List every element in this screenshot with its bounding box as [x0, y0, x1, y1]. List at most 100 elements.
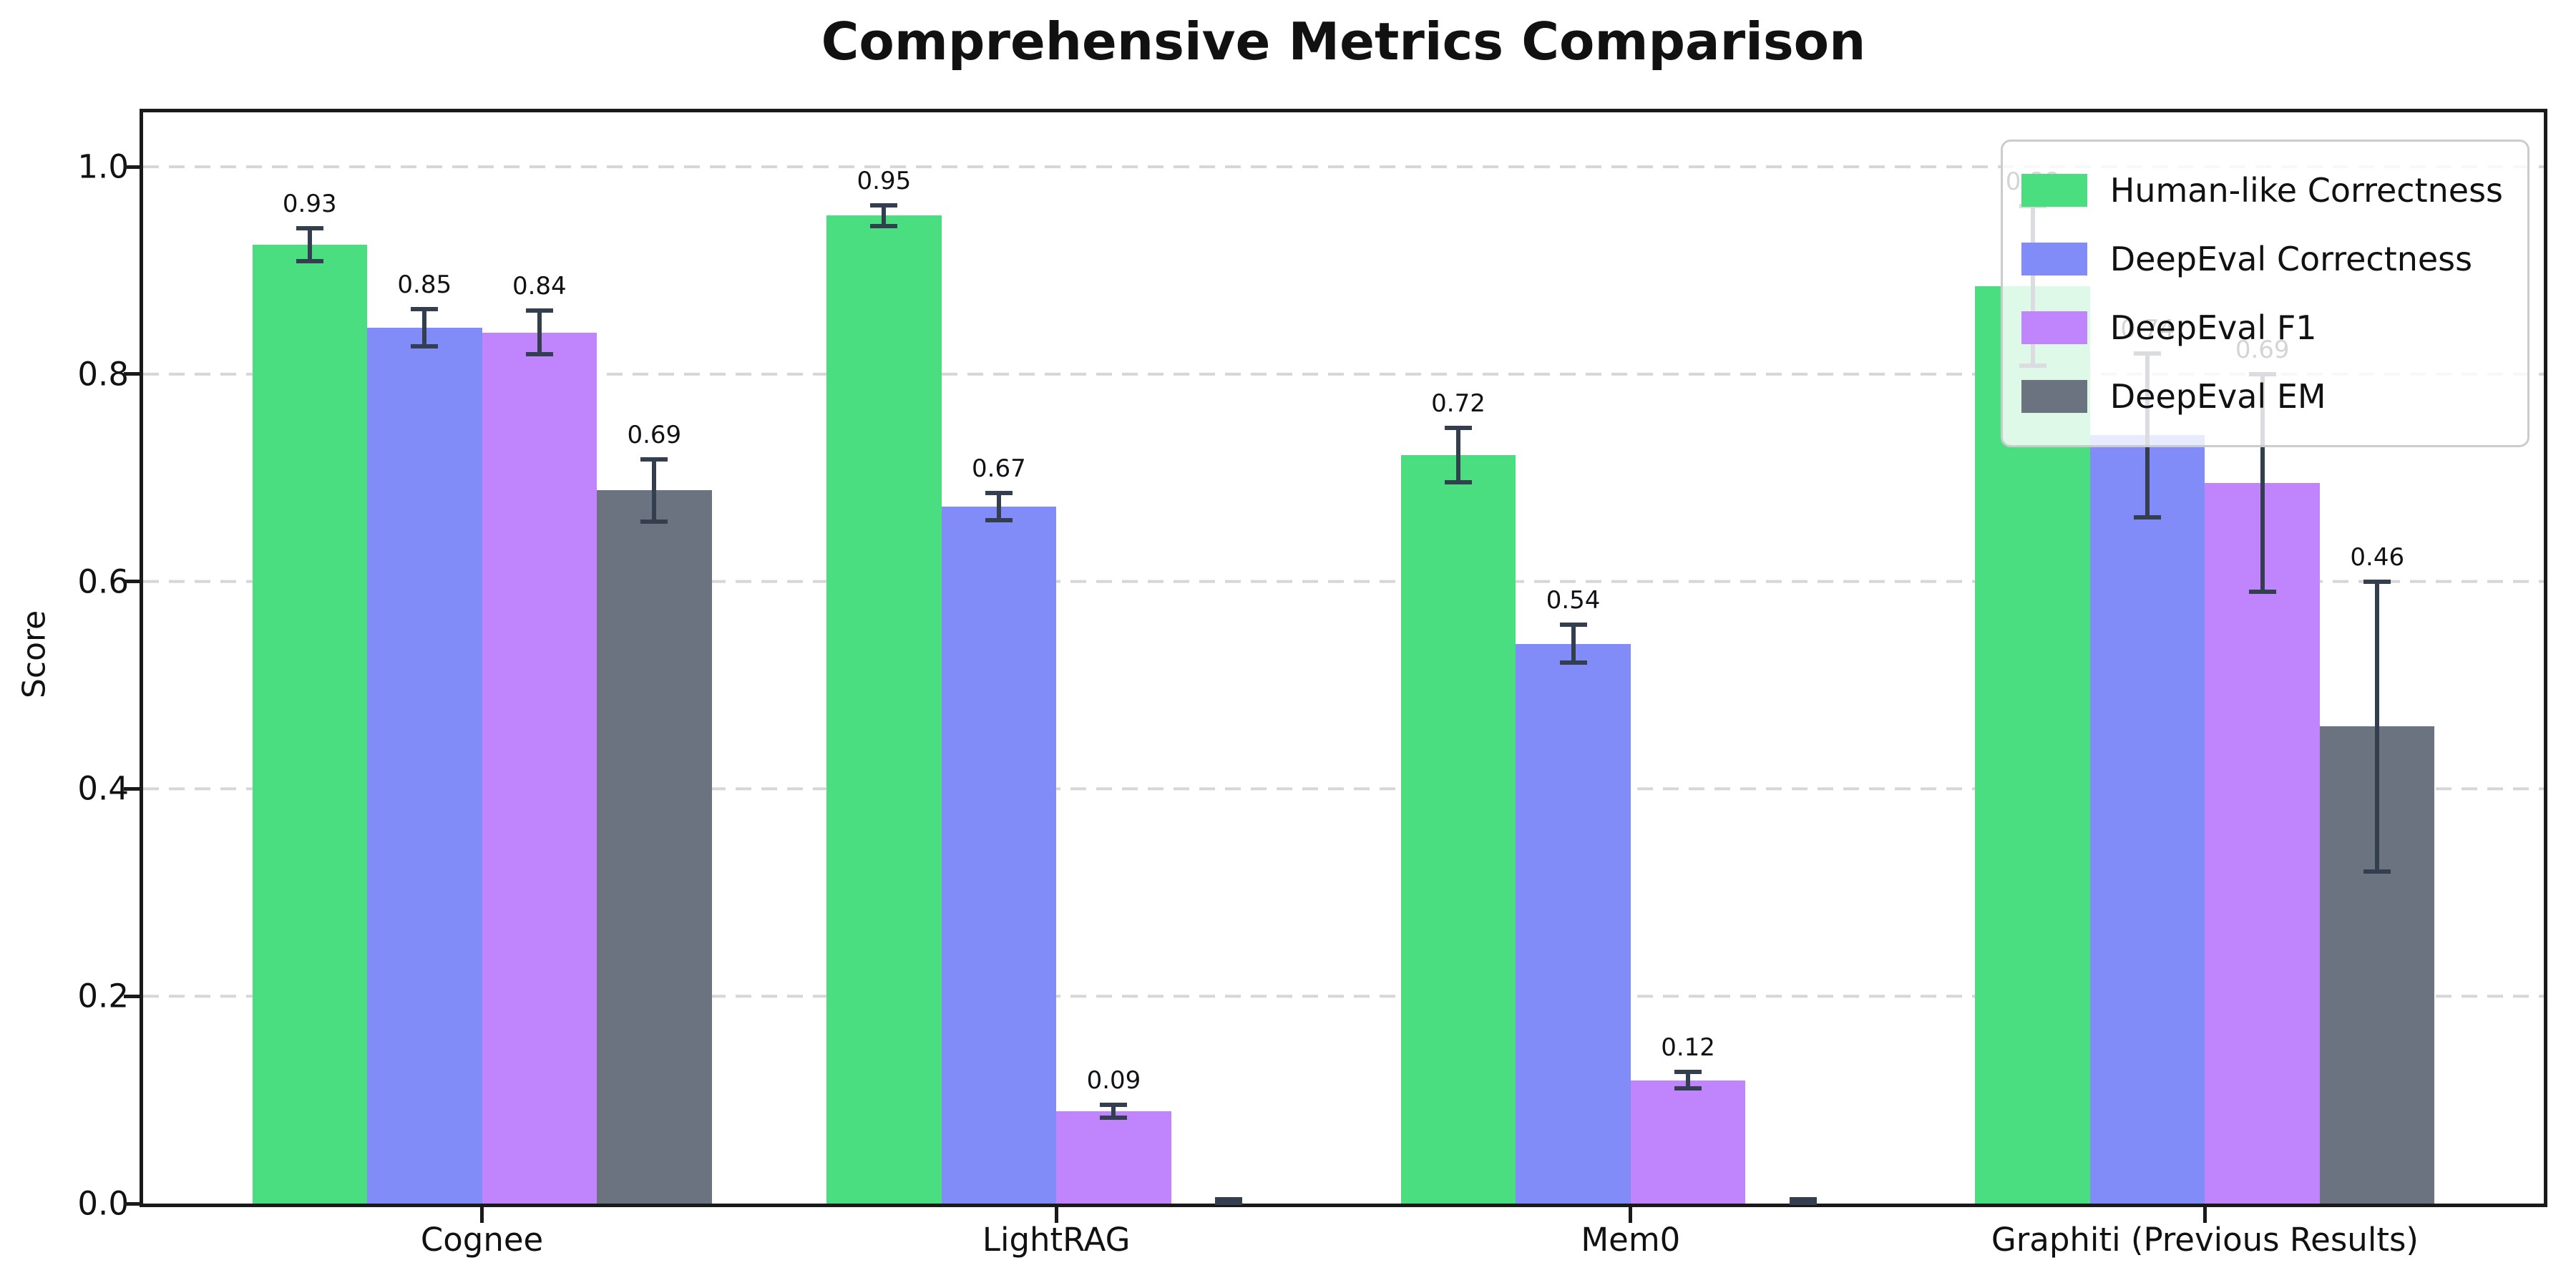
error-bar-cap: [1100, 1115, 1128, 1120]
y-tick-mark: [124, 786, 140, 791]
legend-swatch: [2021, 174, 2087, 207]
error-bar-cap: [2363, 869, 2391, 874]
y-tick-label: 0.2: [77, 977, 129, 1015]
error-bar-cap: [1559, 660, 1587, 665]
error-bar: [996, 493, 1001, 521]
error-bar: [2260, 374, 2265, 592]
error-bar: [1456, 428, 1461, 482]
x-tick-mark: [2202, 1207, 2207, 1223]
error-bar: [882, 205, 887, 226]
legend: Human-like Correctness DeepEval Correctne…: [2000, 140, 2529, 447]
bar: [2205, 482, 2320, 1204]
error-bar: [537, 311, 542, 355]
x-tick-mark: [1629, 1207, 1633, 1223]
bar-value-label: 0.09: [1086, 1066, 1141, 1096]
bar: [1630, 1080, 1746, 1204]
error-bar-cap: [1674, 1069, 1702, 1074]
bar-value-label: 0.69: [627, 420, 682, 449]
bar-value-label: 0.93: [282, 189, 337, 218]
y-tick-label: 0.0: [77, 1184, 129, 1223]
error-bar: [1686, 1071, 1691, 1089]
error-bar: [2375, 581, 2380, 872]
x-tick-mark: [480, 1207, 484, 1223]
bar-value-label: 0.46: [2350, 542, 2405, 572]
error-bar-cap: [1445, 479, 1473, 484]
y-tick-label: 1.0: [77, 147, 129, 186]
y-tick-label: 0.4: [77, 769, 129, 808]
error-bar-cap: [411, 306, 439, 311]
legend-item: DeepEval Correctness: [2021, 225, 2503, 293]
bar: [1056, 1111, 1171, 1204]
bar-value-label: 0.85: [397, 270, 452, 299]
bar-value-label: 0.84: [512, 272, 567, 301]
error-bar-cap: [2134, 514, 2162, 519]
error-bar-cap: [1214, 1201, 1242, 1205]
error-bar-cap: [525, 352, 553, 357]
x-tick-label: Graphiti (Previous Results): [1991, 1221, 2419, 1259]
error-bar-cap: [1214, 1197, 1242, 1202]
error-bar-cap: [296, 258, 323, 263]
legend-label: Human-like Correctness: [2109, 171, 2503, 210]
y-tick-mark: [124, 580, 140, 584]
error-bar-cap: [985, 518, 1013, 523]
error-bar: [307, 228, 312, 261]
error-bar-cap: [870, 223, 898, 228]
bar: [367, 327, 482, 1204]
x-tick-label: LightRAG: [982, 1221, 1131, 1259]
bar: [252, 244, 368, 1204]
error-bar-cap: [985, 491, 1013, 496]
bar-value-label: 0.54: [1546, 586, 1601, 615]
bar: [1516, 643, 1631, 1204]
legend-item: DeepEval F1: [2021, 293, 2503, 362]
bar-value-label: 0.67: [972, 454, 1026, 484]
bar: [941, 507, 1057, 1204]
bar-value-label: 0.12: [1661, 1033, 1715, 1062]
legend-item: Human-like Correctness: [2021, 156, 2503, 225]
plot-inner: 0.93 0.85 0.84 0.69 0.95 0.67 0.09 0.72 0.54 0.12…: [143, 112, 2544, 1205]
bar-value-label: 0.95: [857, 166, 912, 195]
legend-label: DeepEval EM: [2109, 377, 2326, 416]
x-tick-label: Mem0: [1581, 1221, 1681, 1259]
error-bar: [1571, 625, 1576, 663]
bar: [1400, 454, 1516, 1204]
error-bar-cap: [1445, 426, 1473, 431]
legend-label: DeepEval Correctness: [2109, 240, 2473, 278]
y-tick-mark: [124, 165, 140, 169]
error-bar-cap: [1789, 1201, 1817, 1205]
legend-swatch: [2021, 380, 2087, 413]
error-bar-cap: [1789, 1197, 1817, 1202]
bar: [597, 490, 712, 1204]
y-tick-mark: [124, 1201, 140, 1206]
bar: [826, 215, 942, 1204]
error-bar-cap: [411, 343, 439, 348]
y-tick-label: 0.6: [77, 562, 129, 601]
y-tick-mark: [124, 994, 140, 998]
legend-swatch: [2021, 243, 2087, 275]
y-axis-label: Score: [16, 610, 53, 699]
bar-value-label: 0.72: [1431, 389, 1485, 419]
error-bar-cap: [640, 457, 668, 462]
error-bar-cap: [2248, 590, 2276, 595]
x-tick-mark: [1054, 1207, 1058, 1223]
error-bar-cap: [1100, 1103, 1128, 1108]
error-bar-cap: [2363, 579, 2391, 584]
error-bar-cap: [525, 308, 553, 313]
legend-swatch: [2021, 311, 2087, 344]
y-tick-label: 0.8: [77, 355, 129, 394]
error-bar: [652, 459, 657, 522]
error-bar-cap: [640, 519, 668, 524]
legend-item: DeepEval EM: [2021, 362, 2503, 431]
error-bar-cap: [1559, 623, 1587, 628]
y-tick-mark: [124, 372, 140, 376]
chart-title: Comprehensive Metrics Comparison: [821, 11, 1866, 72]
error-bar-cap: [296, 225, 323, 230]
legend-label: DeepEval F1: [2109, 308, 2317, 347]
error-bar: [1111, 1105, 1116, 1118]
error-bar-cap: [1674, 1086, 1702, 1091]
error-bar: [422, 308, 427, 346]
error-bar-cap: [870, 203, 898, 208]
bar: [2089, 435, 2205, 1204]
x-tick-label: Cognee: [420, 1221, 544, 1259]
bar: [482, 332, 597, 1204]
